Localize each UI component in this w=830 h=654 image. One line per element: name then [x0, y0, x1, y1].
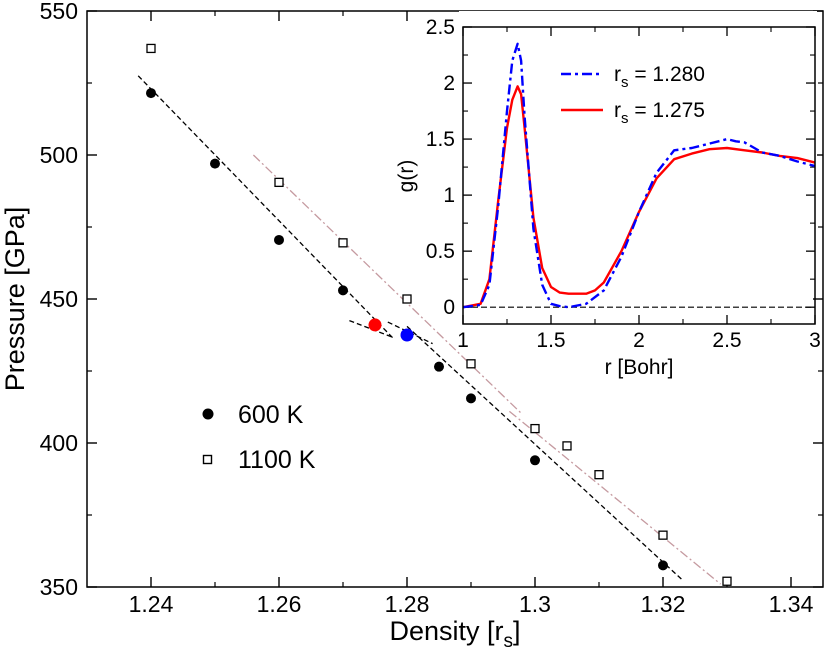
data-point-600k: [530, 455, 540, 466]
data-point-1100k: [562, 441, 572, 451]
main-legend: 600 K 1100 K: [202, 401, 316, 474]
inset-series-lines: [462, 42, 816, 309]
inset-series-rs-1280: [462, 42, 816, 309]
inset-series-rs-1275: [462, 85, 816, 309]
inset-x-tick-label: 3: [809, 329, 821, 352]
main-y-tick-label: 450: [40, 286, 78, 312]
main-x-axis-label-subscript: s: [504, 631, 514, 652]
inset-chart: 1 1.5 2 2.5 300.511.522.5 r [Bohr] g(r) rs =…: [395, 11, 821, 379]
data-point-highlight: [400, 328, 414, 342]
data-point-1100k: [530, 423, 540, 434]
inset-y-tick-label: 0: [443, 296, 455, 319]
main-y-tick-label: 400: [40, 430, 78, 456]
inset-y-tick-label: 1.5: [426, 128, 455, 151]
data-point-highlight: [368, 318, 382, 332]
inset-axis-ticks: 1 1.5 2 2.5 3 0 0.5 1 1.5 2 2.5: [426, 16, 821, 352]
data-point-1100k: [146, 43, 156, 54]
data-point-1100k: [274, 177, 284, 188]
legend-label-600k: 600 K: [238, 401, 304, 429]
main-data-points: [146, 43, 732, 586]
fit-line: [137, 75, 395, 340]
data-point-600k: [274, 234, 284, 245]
data-point-1100k: [466, 359, 476, 369]
inset-background: [459, 11, 817, 287]
inset-y-axis-label: g(r): [395, 160, 418, 193]
fit-line: [406, 325, 683, 581]
main-x-tick-label: 1.3: [519, 591, 551, 617]
data-point-1100k: [402, 294, 412, 304]
data-point-600k: [146, 88, 156, 99]
inset-legend-label-1280: rs = 1.280: [614, 63, 705, 91]
data-point-600k: [338, 285, 348, 296]
data-point-600k: [658, 560, 668, 571]
data-point-1100k: [722, 576, 732, 586]
data-point-1100k: [658, 530, 668, 540]
main-x-axis-label: Density [rs]: [389, 616, 520, 652]
data-point-600k: [210, 158, 220, 169]
inset-legend-1275-value: = 1.275: [629, 99, 705, 122]
inset-legend-1275-r: r: [614, 99, 621, 122]
inset-x-tick-label: 2.5: [712, 329, 741, 352]
fit-line: [252, 154, 523, 415]
inset-y-tick-label: 2: [443, 72, 455, 95]
main-x-tick-label: 1.26: [257, 591, 302, 617]
main-y-tick-label: 550: [40, 0, 78, 24]
data-point-1100k: [338, 238, 348, 248]
main-y-tick-label: 500: [40, 142, 78, 168]
main-axis-ticks: 1.24 1.26 1.28 1.3 1.32 1.34 350 400 450 500 550: [40, 0, 823, 617]
inset-x-tick-label: 1: [457, 329, 469, 352]
inset-legend: rs = 1.280 rs = 1.275: [561, 63, 705, 127]
main-x-tick-label: 1.28: [385, 591, 430, 617]
main-y-axis-label: Pressure [GPa]: [0, 207, 30, 392]
inset-legend-1275-sub: s: [621, 110, 629, 127]
inset-plot-frame: [462, 26, 816, 325]
inset-y-tick-label: 1: [443, 184, 455, 207]
inset-legend-1280-r: r: [614, 63, 621, 86]
inset-legend-1280-sub: s: [621, 74, 629, 91]
inset-legend-1280-value: = 1.280: [629, 63, 705, 86]
legend-marker-600k: [202, 408, 214, 420]
main-x-tick-label: 1.34: [769, 591, 814, 617]
inset-x-tick-label: 2: [633, 329, 645, 352]
inset-y-tick-label: 0.5: [426, 240, 455, 263]
data-point-600k: [466, 393, 476, 404]
legend-marker-1100k: [202, 454, 213, 465]
data-point-600k: [434, 361, 444, 372]
main-x-tick-label: 1.32: [641, 591, 686, 617]
fit-line: [508, 410, 722, 585]
main-x-axis-label-text: Density [r: [389, 616, 503, 646]
main-y-tick-label: 350: [40, 574, 78, 600]
main-x-tick-label: 1.24: [129, 591, 174, 617]
data-point-1100k: [594, 470, 604, 480]
inset-legend-label-1275: rs = 1.275: [614, 99, 705, 127]
main-x-axis-label-close: ]: [513, 616, 521, 646]
inset-y-tick-label: 2.5: [426, 16, 455, 39]
inset-x-axis-label: r [Bohr]: [605, 356, 674, 379]
legend-label-1100k: 1100 K: [238, 446, 316, 474]
inset-x-tick-label: 1.5: [536, 329, 565, 352]
